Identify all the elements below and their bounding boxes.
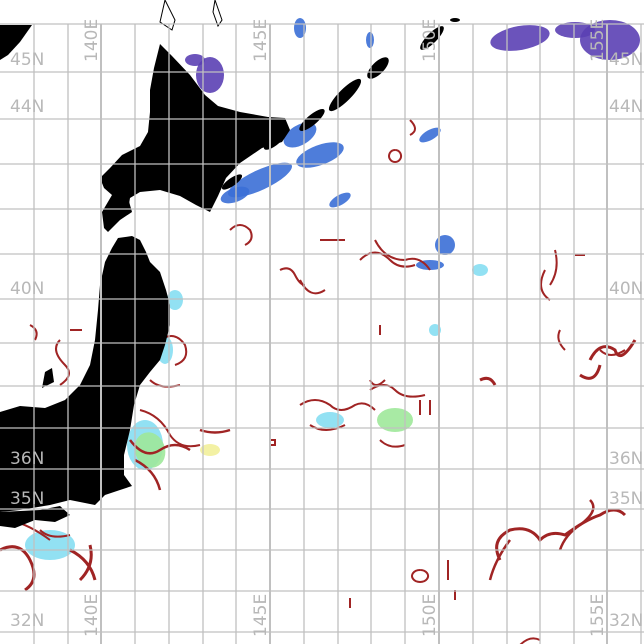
cold-water-patch xyxy=(490,25,550,51)
land-masses xyxy=(0,0,460,528)
lat-lon-grid xyxy=(0,23,644,644)
lat-label-right: 45N xyxy=(609,50,644,70)
warm-water-patch xyxy=(134,432,166,468)
lat-label-left: 40N xyxy=(10,279,45,299)
warm-water-patch xyxy=(377,408,413,432)
warm-water-patch xyxy=(25,530,75,560)
thermal-front-line xyxy=(479,339,637,386)
lon-label-top: 145E xyxy=(251,18,271,62)
lat-label-left: 44N xyxy=(10,97,45,117)
lat-label-right: 35N xyxy=(609,489,644,509)
lon-label-bottom: 145E xyxy=(251,593,271,637)
thermal-front-line xyxy=(374,119,431,271)
cold-water-patch xyxy=(366,32,374,48)
cold-water-patch xyxy=(220,186,250,204)
cold-water-patch xyxy=(419,127,441,143)
thermal-front-line xyxy=(349,560,541,644)
cold-water-patch xyxy=(329,192,351,208)
lat-label-left: 36N xyxy=(10,449,45,469)
lat-label-left: 45N xyxy=(10,50,45,70)
lon-label-top: 140E xyxy=(82,18,102,62)
thermal-front-line xyxy=(0,544,97,592)
cold-water-patch xyxy=(185,54,205,66)
cold-water-patch xyxy=(555,22,595,38)
lon-label-bottom: 155E xyxy=(588,593,608,637)
lat-label-left: 32N xyxy=(10,611,45,631)
cold-water-patch xyxy=(294,18,306,38)
warm-water-patch xyxy=(316,412,344,428)
kuril-island xyxy=(299,109,325,131)
lon-label-top: 150E xyxy=(420,18,440,62)
izu-land xyxy=(0,506,70,528)
kuril-island xyxy=(420,26,444,50)
sado-island xyxy=(42,368,54,388)
kuril-island xyxy=(328,78,362,112)
thermal-front-line xyxy=(299,399,376,431)
kuril-island xyxy=(450,18,460,22)
lat-label-left: 35N xyxy=(10,489,45,509)
kuril-island xyxy=(221,174,243,190)
warm-water-patch xyxy=(167,290,183,310)
hokkaido-land xyxy=(100,44,290,212)
thermal-front-line xyxy=(29,324,82,386)
thermal-front-line xyxy=(557,329,626,356)
thermal-front-line xyxy=(229,224,306,286)
kuril-island xyxy=(367,57,389,79)
lat-label-right: 40N xyxy=(609,279,644,299)
honshu-land xyxy=(0,236,170,512)
lon-label-bottom: 140E xyxy=(82,593,102,637)
sakhalin-land xyxy=(0,25,32,60)
lon-label-bottom: 150E xyxy=(420,593,440,637)
warm-water-patch xyxy=(200,444,220,456)
ocean-features xyxy=(0,18,640,644)
lat-label-right: 44N xyxy=(609,97,644,117)
lon-label-top: 155E xyxy=(588,18,608,62)
cold-water-patch xyxy=(283,122,317,148)
lat-label-right: 36N xyxy=(609,449,644,469)
lat-label-right: 32N xyxy=(609,611,644,631)
thermal-front-line xyxy=(495,508,627,561)
sakhalin-outline xyxy=(159,0,223,31)
thermal-front-line xyxy=(540,249,585,301)
warm-water-patch xyxy=(472,264,488,276)
thermal-front-line xyxy=(369,384,431,448)
oshima-peninsula xyxy=(102,195,132,232)
thermal-front-line xyxy=(299,239,416,295)
cold-water-patch xyxy=(296,142,344,168)
